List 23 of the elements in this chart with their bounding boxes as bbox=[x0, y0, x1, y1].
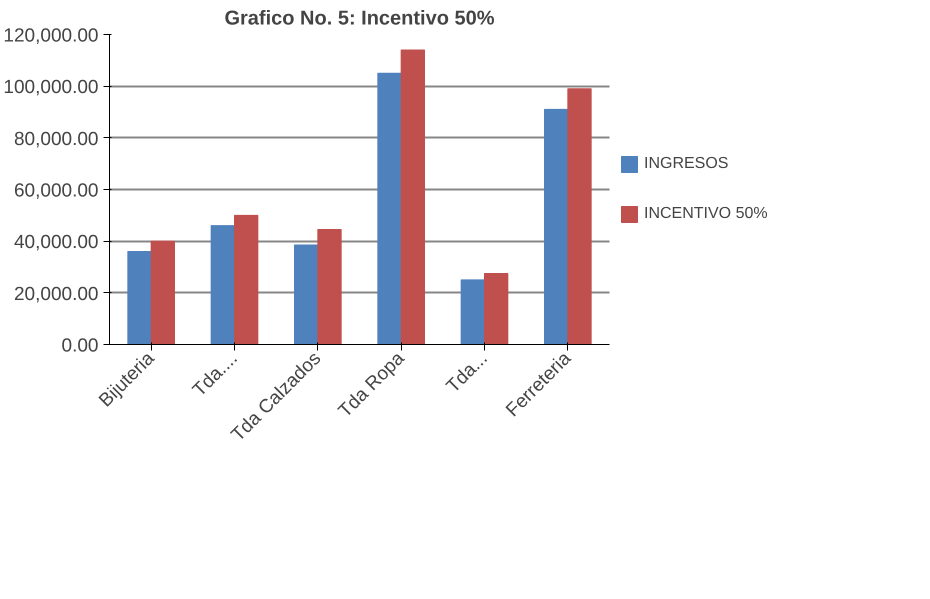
y-tick-label: 20,000.00 bbox=[14, 284, 99, 305]
y-tick-label: 100,000.00 bbox=[3, 77, 98, 98]
bar bbox=[210, 225, 235, 344]
y-tick-label: 120,000.00 bbox=[3, 26, 98, 46]
bar bbox=[400, 50, 425, 344]
y-tick-label: 40,000.00 bbox=[14, 232, 99, 254]
bar bbox=[460, 279, 485, 344]
bar bbox=[317, 229, 342, 344]
bar bbox=[150, 240, 175, 344]
legend-label: INCENTIVO 50% bbox=[644, 205, 768, 223]
bar bbox=[567, 88, 592, 344]
bar bbox=[544, 108, 568, 344]
bar bbox=[377, 72, 402, 344]
bar bbox=[294, 244, 318, 344]
chart-title: Grafico No. 5: Incentivo 50% bbox=[224, 8, 495, 30]
x-tick-label: Tda... bbox=[442, 348, 492, 398]
bar bbox=[484, 272, 508, 344]
y-tick-label: 80,000.00 bbox=[14, 128, 99, 150]
bar bbox=[234, 214, 258, 344]
legend-label: INGRESOS bbox=[644, 155, 728, 173]
bar bbox=[127, 251, 152, 344]
y-tick-label: 0.00 bbox=[62, 336, 99, 356]
y-tick-label: 60,000.00 bbox=[14, 180, 99, 202]
